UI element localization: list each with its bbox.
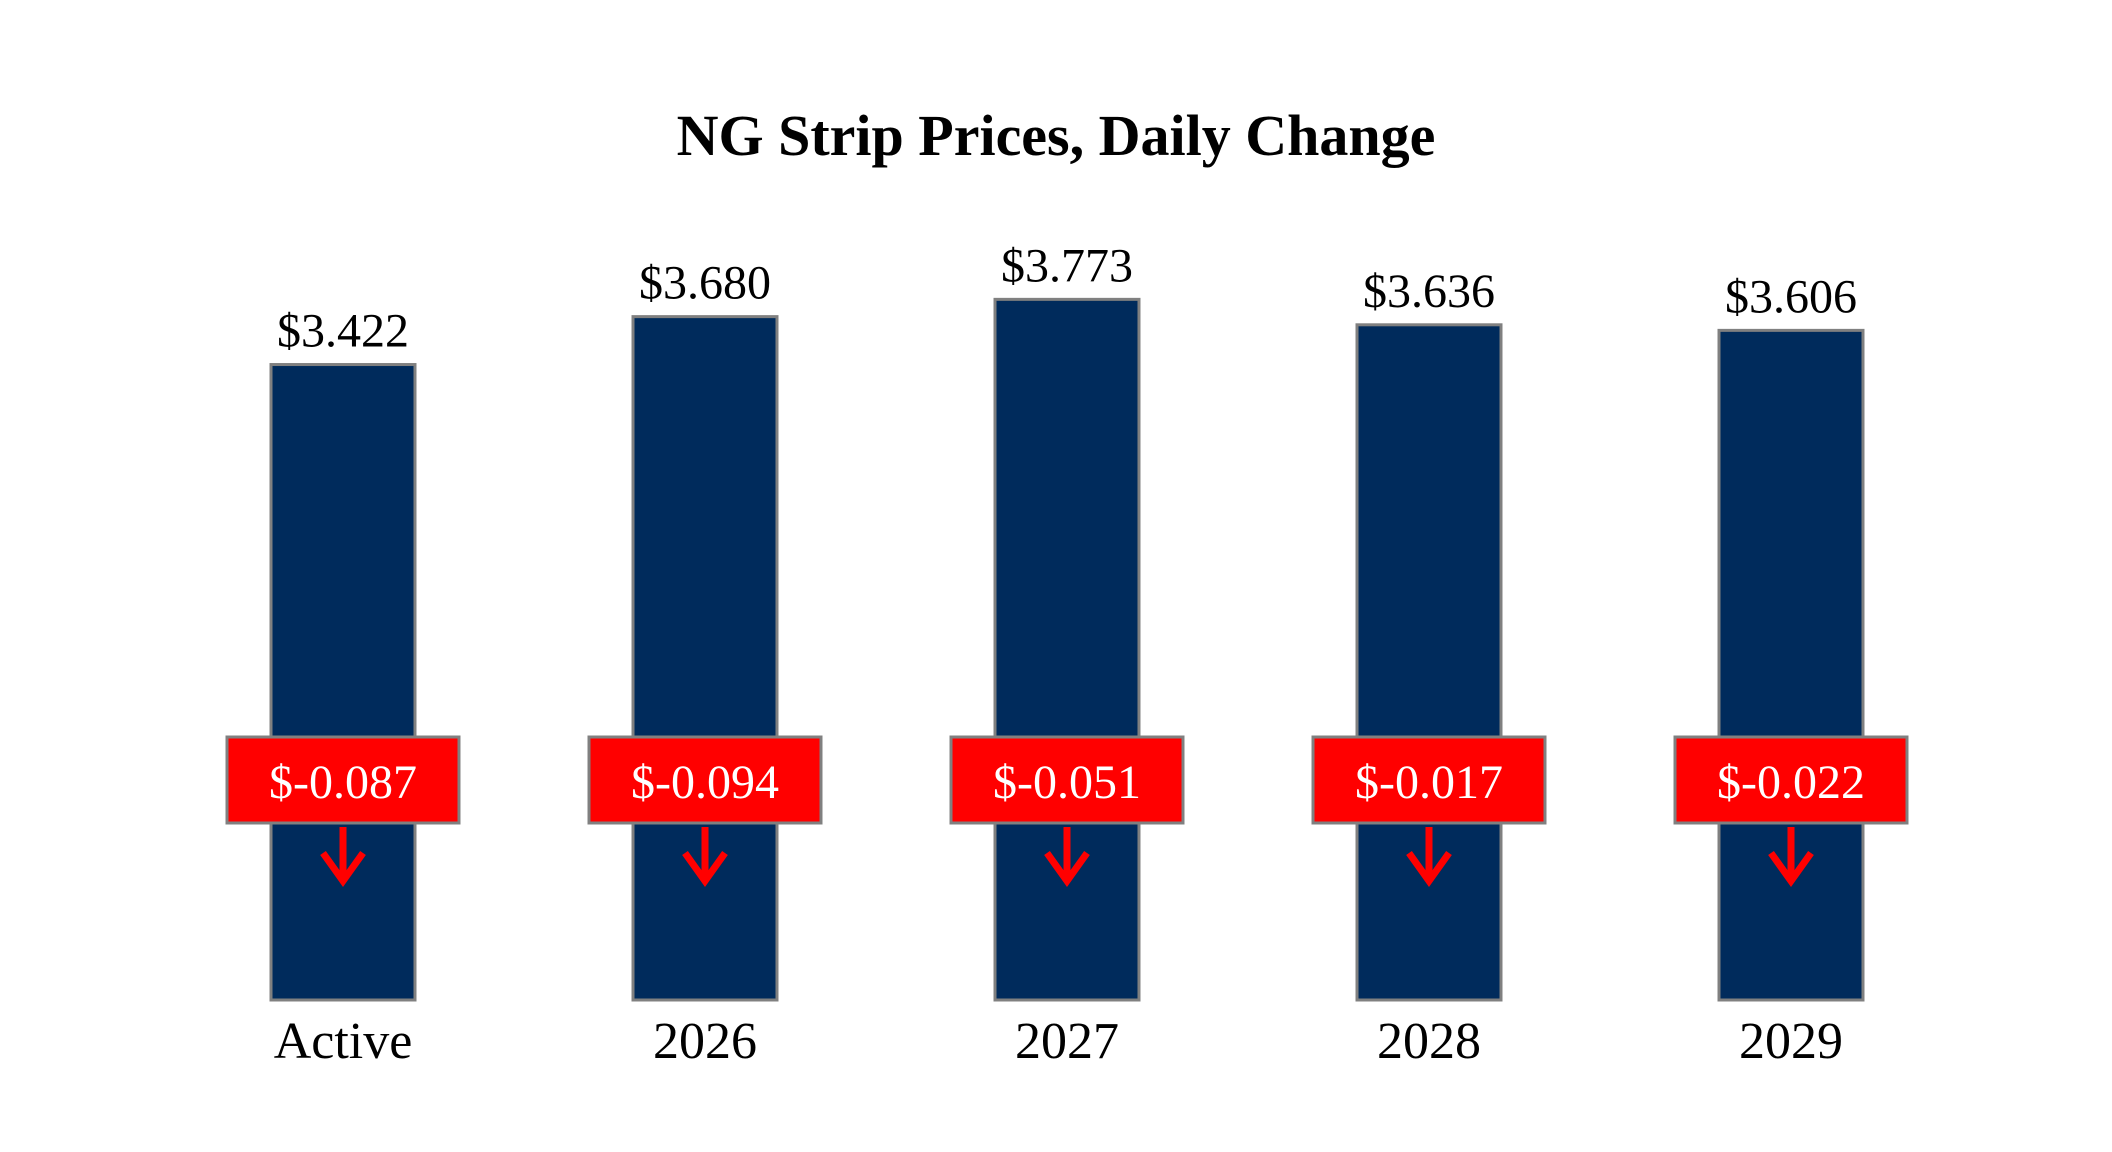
bar <box>631 315 779 1002</box>
category-tick-label: 2029 <box>1739 1013 1843 1070</box>
bar <box>1355 323 1503 1002</box>
daily-change-badge: $-0.094 <box>587 735 823 888</box>
bars-layer <box>269 297 1865 1002</box>
change-label: $-0.022 <box>1717 756 1865 809</box>
down-arrow-icon <box>320 827 366 888</box>
change-label: $-0.017 <box>1355 756 1503 809</box>
daily-change-badge: $-0.051 <box>949 735 1185 888</box>
change-label: $-0.051 <box>993 756 1141 809</box>
change-label: $-0.094 <box>631 756 779 809</box>
bar-value-label: $3.422 <box>277 305 409 358</box>
category-tick-label: 2027 <box>1015 1013 1119 1070</box>
change-label: $-0.087 <box>269 756 417 809</box>
daily-change-badge: $-0.087 <box>225 735 461 888</box>
change-badges-layer: $-0.087 $-0.094 $-0.051 $-0.017 $-0.022 <box>225 735 1909 888</box>
bar <box>993 297 1141 1002</box>
down-arrow-icon <box>682 827 728 888</box>
down-arrow-icon <box>1406 827 1452 888</box>
category-labels-layer: Active 2026 2027 2028 2029 <box>274 1013 1843 1070</box>
down-arrow-icon <box>1044 827 1090 888</box>
change-box <box>225 735 461 825</box>
change-box <box>587 735 823 825</box>
value-labels-layer: $3.422 $3.680 $3.773 $3.636 $3.606 <box>277 239 1857 357</box>
category-tick-label: 2026 <box>653 1013 757 1070</box>
bar-value-label: $3.680 <box>639 257 771 310</box>
daily-change-badge: $-0.017 <box>1311 735 1547 888</box>
category-tick-label: Active <box>274 1013 413 1070</box>
bar-value-label: $3.636 <box>1363 265 1495 318</box>
daily-change-badge: $-0.022 <box>1673 735 1909 888</box>
chart-title: NG Strip Prices, Daily Change <box>677 103 1436 168</box>
bar-value-label: $3.606 <box>1725 270 1857 323</box>
change-box <box>1311 735 1547 825</box>
change-box <box>949 735 1185 825</box>
change-box <box>1673 735 1909 825</box>
bar <box>269 363 417 1002</box>
bar <box>1717 328 1865 1002</box>
down-arrow-icon <box>1768 827 1814 888</box>
bar-value-label: $3.773 <box>1001 239 1133 292</box>
category-tick-label: 2028 <box>1377 1013 1481 1070</box>
